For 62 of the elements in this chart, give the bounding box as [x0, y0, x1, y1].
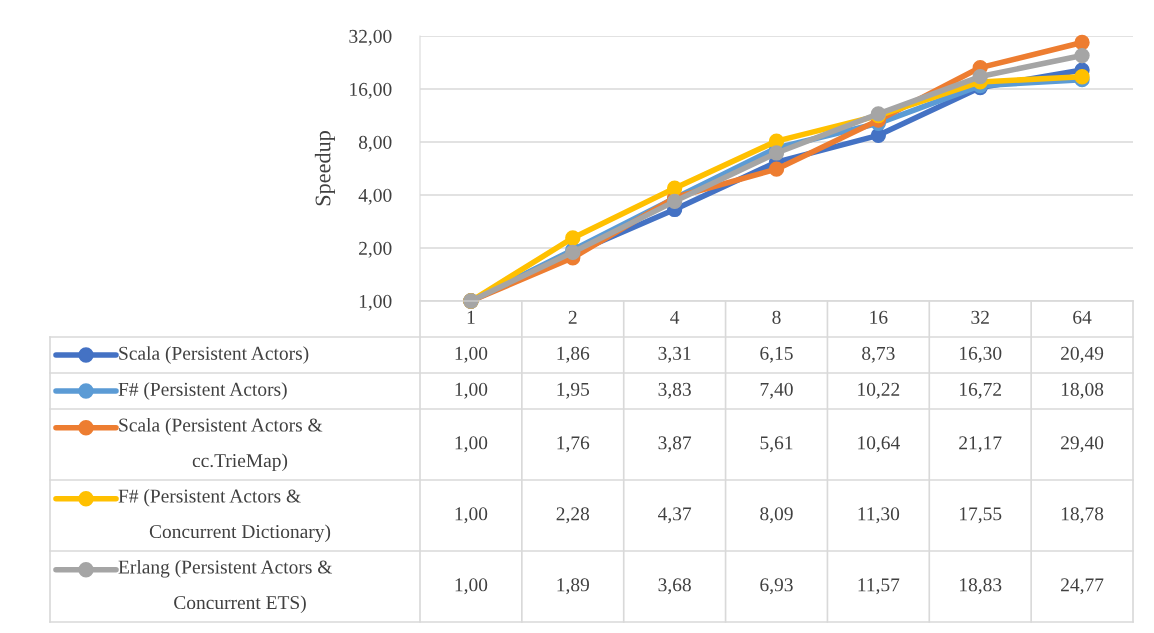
- y-tick-label: 16,00: [350, 82, 392, 99]
- legend-label: F# (Persistent Actors): [118, 382, 287, 400]
- x-tick-label: 32: [971, 310, 989, 324]
- point: [1074, 47, 1090, 64]
- data-label: 3,87: [658, 436, 692, 453]
- data-label: 10,64: [858, 436, 900, 453]
- data-label: 8,09: [760, 507, 793, 524]
- legend-label: F# (Persistent Actors & Concurrent Dictionary): [118, 488, 331, 543]
- x-tick-label: 16: [870, 310, 888, 324]
- data-label: 5,61: [760, 436, 793, 453]
- data-label: 1,86: [557, 346, 590, 363]
- data-label: 29,40: [1061, 436, 1104, 453]
- data-label: 1,00: [455, 436, 488, 453]
- data-label: 1,95: [557, 382, 590, 399]
- data-label: 1,89: [557, 578, 589, 595]
- y-tick-label: 32,00: [349, 29, 392, 46]
- legend-label: Scala (Persistent Actors & cc.TrieMap): [119, 417, 323, 472]
- data-label: 17,55: [960, 507, 1002, 524]
- data-label: 21,17: [959, 436, 1002, 453]
- data-label: 6,15: [760, 346, 793, 363]
- data-label: 1,00: [455, 578, 488, 595]
- y-tick-label: 4,00: [358, 188, 392, 205]
- point: [1074, 34, 1090, 51]
- data-label: 16,72: [960, 382, 1002, 399]
- data-label: 8,73: [862, 346, 895, 363]
- data-label: 1,76: [557, 436, 590, 453]
- point: [768, 145, 785, 161]
- data-label: 10,22: [858, 382, 900, 399]
- data-label: 24,77: [1061, 578, 1104, 595]
- data-label: 20,49: [1061, 346, 1104, 363]
- data-label: 1,00: [455, 346, 488, 363]
- y-axis-title: Speedup: [314, 131, 335, 206]
- data-label: 11,30: [858, 507, 900, 524]
- x-tick-label: 64: [1073, 310, 1092, 324]
- data-label: 1,00: [455, 507, 488, 524]
- data-label: 7,40: [760, 382, 793, 399]
- data-label: 4,37: [658, 507, 692, 524]
- point: [667, 193, 683, 210]
- data-label: 3,31: [658, 346, 691, 363]
- point: [972, 68, 988, 85]
- x-tick-label: 2: [568, 310, 577, 324]
- legend-label: Scala (Persistent Actors): [119, 346, 309, 364]
- x-tick-label: 1: [467, 310, 475, 324]
- data-label: 6,93: [760, 578, 793, 595]
- data-label: 18,78: [1061, 507, 1104, 524]
- data-label: 2,28: [556, 507, 590, 524]
- y-tick-label: 8,00: [358, 135, 392, 152]
- legend-label: Erlang (Persistent Actors & Concurrent ETS): [118, 559, 333, 614]
- x-tick-label: 8: [772, 310, 781, 324]
- point: [768, 161, 785, 177]
- data-label: 3,83: [658, 382, 691, 399]
- point: [667, 180, 683, 196]
- x-tick-label: 4: [670, 310, 680, 324]
- y-tick-label: 2,00: [359, 241, 392, 258]
- data-label: 1,00: [455, 382, 488, 399]
- data-label: 11,57: [858, 578, 900, 595]
- data-label: 16,30: [960, 346, 1002, 363]
- y-tick-label: 1,00: [359, 294, 392, 311]
- data-label: 3,68: [658, 578, 691, 595]
- point: [565, 230, 581, 246]
- data-label: 18,08: [1061, 382, 1104, 399]
- data-label: 18,83: [960, 578, 1002, 595]
